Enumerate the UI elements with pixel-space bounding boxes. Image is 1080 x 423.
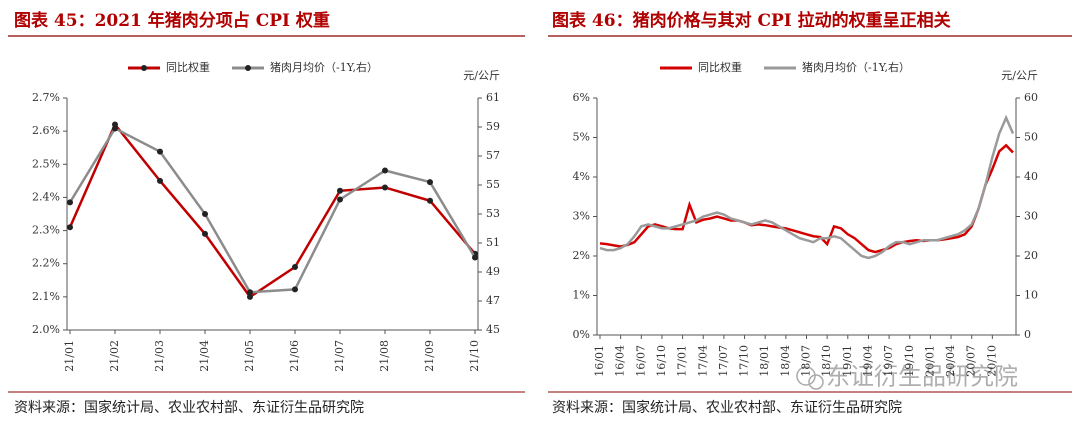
y2-tick-label: 55 [486,178,500,191]
point [67,199,73,206]
x-tick-label: 19/01 [841,345,854,377]
watermark: 东证衍生品研究院 [826,363,1018,391]
point [112,125,118,132]
x-tick-label: 17/10 [738,345,751,377]
x-tick-label: 19/04 [861,345,874,377]
y2-tick-label: 0 [1024,328,1031,341]
y2-tick-label: 53 [486,207,500,220]
y-tick-label: 2% [573,249,590,262]
y2-tick-label: 47 [486,294,500,307]
x-tick-label: 20/10 [985,345,998,377]
point [247,289,253,296]
point [382,184,388,191]
x-tick-label: 21/02 [108,340,121,372]
x-tick-label: 21/08 [378,340,391,372]
legend-marker [245,65,251,71]
chart-title: 图表 45：2021 年猪肉分项占 CPI 权重 [14,10,330,31]
point [202,211,208,217]
x-tick-label: 19/10 [903,345,916,377]
point [157,148,163,155]
x-tick-label: 17/07 [717,345,730,377]
y-tick-label: 2.5% [32,157,60,170]
x-tick-label: 17/01 [676,345,689,377]
x-tick-label: 19/07 [882,345,895,377]
x-tick-label: 21/05 [243,340,256,372]
y2-axis-label: 元/公斤 [1001,69,1038,82]
watermark-icon [796,366,824,390]
x-tick-label: 21/09 [423,340,436,372]
legend-label: 猪肉月均价（-1Y,右） [270,60,378,74]
y2-tick-label: 40 [1024,170,1038,183]
legend-label: 同比权重 [698,60,742,74]
chart-title: 图表 46：猪肉价格与其对 CPI 拉动的权重呈正相关 [552,10,951,31]
x-tick-label: 21/06 [288,340,301,372]
x-tick-label: 21/03 [153,340,166,372]
point [382,167,388,174]
source: 资料来源：国家统计局、农业农村部、东证衍生品研究院 [14,399,364,416]
x-tick-label: 16/04 [614,345,627,377]
x-tick-label: 17/04 [696,345,709,377]
y-tick-label: 6% [573,91,590,104]
x-tick-label: 18/04 [779,345,792,377]
point [337,196,343,203]
series-line [68,126,477,294]
x-tick-label: 21/04 [198,340,211,372]
legend-marker [141,65,147,71]
y-tick-label: 2.6% [32,124,60,137]
y2-tick-label: 49 [486,265,500,278]
x-tick-label: 20/07 [965,345,978,377]
y2-tick-label: 57 [486,149,500,162]
y2-tick-label: 50 [1024,131,1038,144]
x-tick-label: 18/07 [800,345,813,377]
series-line [68,122,476,299]
y-tick-label: 3% [573,210,590,223]
point [157,177,163,184]
x-tick-label: 16/07 [634,345,647,377]
point [292,286,298,293]
x-tick-label: 21/07 [333,340,346,372]
y2-tick-label: 30 [1024,210,1038,223]
y-tick-label: 2.1% [32,290,60,303]
y-tick-label: 2.7% [32,91,60,104]
y2-tick-label: 45 [486,323,500,336]
y-tick-label: 1% [573,289,590,302]
y-tick-label: 2.3% [32,224,60,237]
x-tick-label: 21/01 [63,340,76,372]
y2-tick-label: 20 [1024,249,1038,262]
y-tick-label: 2.4% [32,190,60,203]
point [202,230,208,237]
y2-tick-label: 59 [486,120,500,133]
x-tick-label: 18/10 [820,345,833,377]
y-tick-label: 5% [573,131,590,144]
y2-tick-label: 60 [1024,91,1038,104]
y-tick-label: 2.0% [32,323,60,336]
x-tick-label: 16/01 [593,345,606,377]
point [472,254,478,261]
y2-axis-label: 元/公斤 [463,69,500,82]
y-tick-label: 4% [573,170,590,183]
y2-tick-label: 51 [486,236,500,249]
x-tick-label: 18/01 [758,345,771,377]
legend-label: 猪肉月均价（-1Y,右） [802,60,910,74]
x-tick-label: 20/04 [944,345,957,377]
point [247,293,253,300]
x-tick-label: 16/10 [655,345,668,377]
series-line [599,114,1015,260]
y2-tick-label: 10 [1024,289,1038,302]
point [427,197,433,204]
y-tick-label: 2.2% [32,257,60,270]
source: 资料来源：国家统计局、农业农村部、东证衍生品研究院 [552,399,902,416]
point [337,187,343,194]
point [67,224,73,231]
point [292,264,298,271]
point [427,179,433,186]
x-tick-label: 20/01 [923,345,936,377]
y2-tick-label: 61 [486,91,500,104]
y-tick-label: 0% [573,328,590,341]
x-tick-label: 21/10 [468,340,481,372]
legend-label: 同比权重 [166,60,210,74]
